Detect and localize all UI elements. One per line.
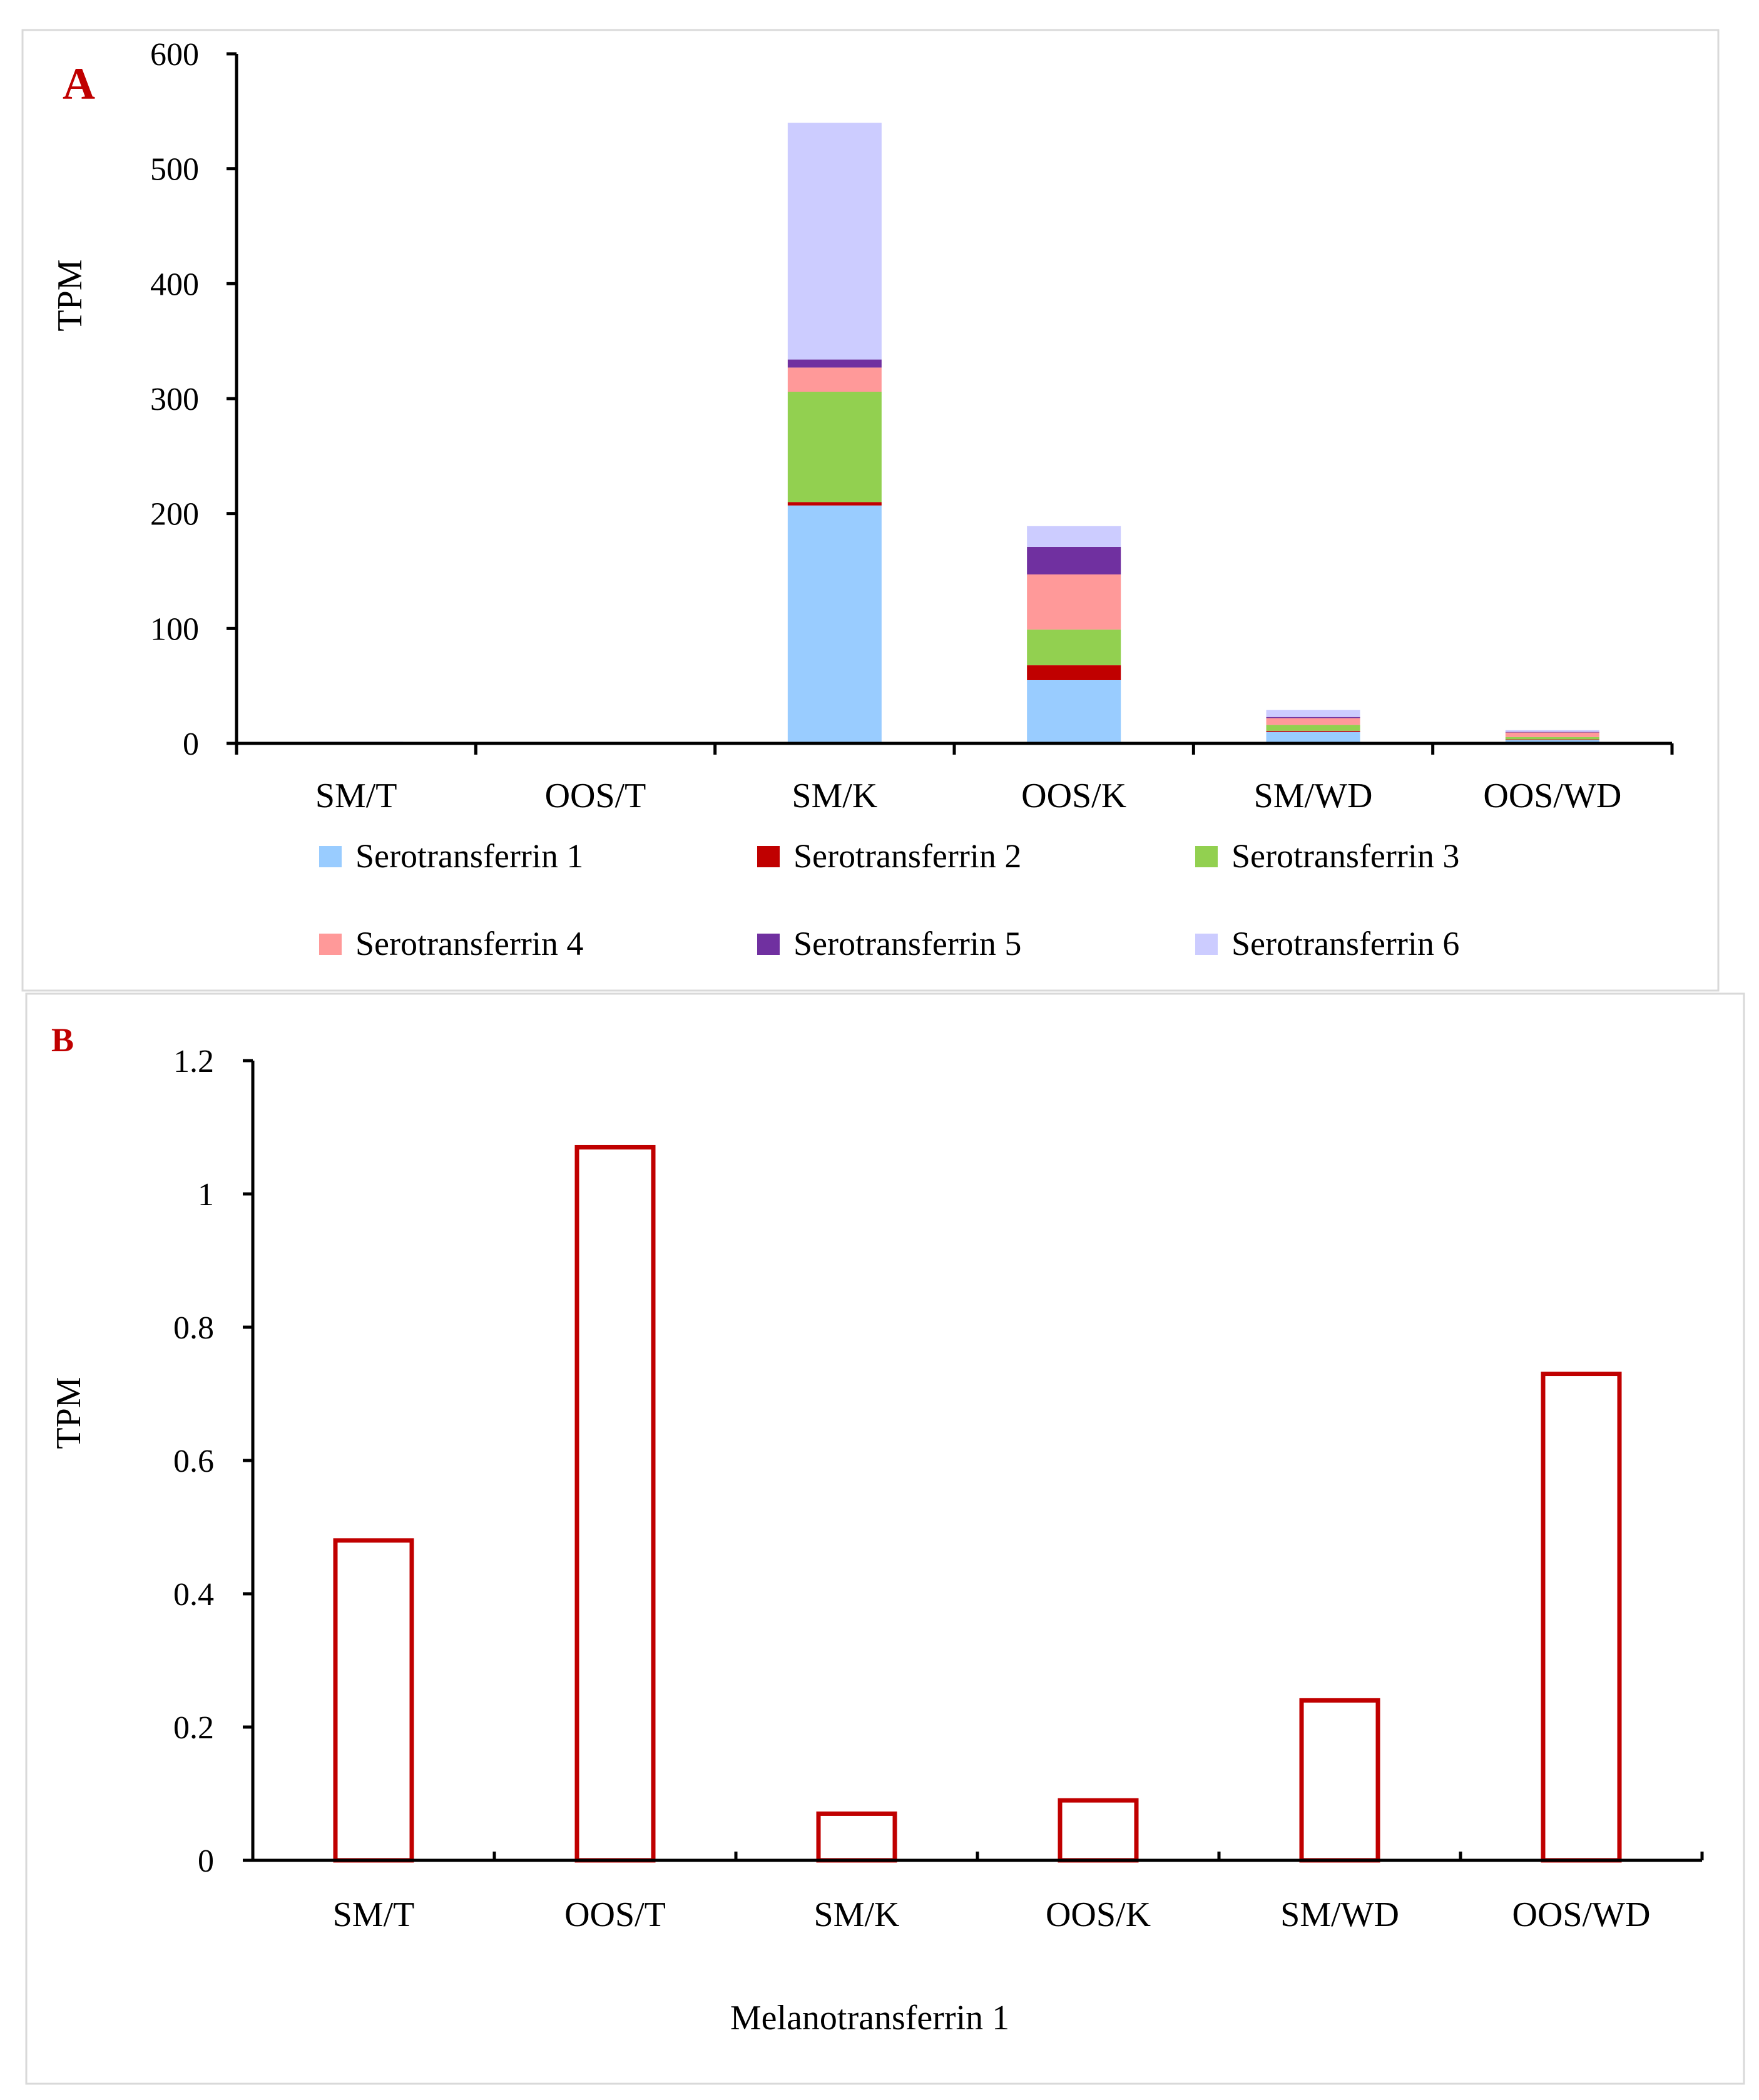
panel-a-y-tick-label: 200 [150,497,199,533]
panel-a-bar-segment [1266,731,1360,743]
panel-a-legend-label: Serotransferrin 4 [355,925,583,962]
panel-a-bar-segment [1505,732,1599,737]
panel-a-category-label: SM/T [315,777,397,815]
panel-b-category-label: SM/WD [1280,1895,1399,1934]
panel-a-legend-swatch [757,934,780,955]
panel-b-y-ticks: 0 0.2 0.4 0.6 0.8 1 1.2 [173,1044,253,1879]
panel-a-category-label: OOS/WD [1483,777,1621,815]
panel-a-legend-label: Serotransferrin 3 [1231,837,1459,875]
panel-a-y-tick-label: 0 [183,726,199,762]
panel-a-legend-label: Serotransferrin 6 [1231,925,1459,962]
panel-a-legend-label: Serotransferrin 1 [355,837,583,875]
panel-b-y-axis-title: TPM [49,1377,88,1449]
panel-b-y-tick-label: 0.4 [173,1577,214,1613]
panel-a-letter: A [63,59,95,109]
panel-a-y-tick-label: 500 [150,152,199,188]
panel-a-bars [309,123,1599,743]
panel-a-legend-label: Serotransferrin 5 [793,925,1021,962]
panel-b-bar [1058,1798,1139,1863]
panel-b-bar [816,1811,897,1863]
panel-a-bar-segment [1027,546,1121,575]
panel-a-bar-segment [1505,740,1599,743]
panel-b-y-tick-label: 0.8 [173,1310,214,1346]
panel-a-category-label: OOS/K [1021,777,1126,815]
panel-a-legend-swatch [1195,934,1218,955]
panel-a-bar-segment [1266,730,1360,732]
panel-a-legend: Serotransferrin 1 Serotransferrin 2 Serotr… [319,837,1459,962]
panel-a-y-tick-label: 600 [150,37,199,73]
panel-b-bar [574,1144,656,1863]
panel-b-category-labels: SM/T OOS/T SM/K OOS/K SM/WD OOS/WD [333,1895,1651,1934]
panel-a-legend-label: Serotransferrin 2 [793,837,1021,875]
panel-a-category-label: SM/K [792,777,877,815]
panel-a-legend-swatch [1195,846,1218,867]
panel-a-bar-segment [1027,680,1121,743]
panel-b-letter: B [51,1021,74,1059]
panel-b-category-label: SM/T [333,1895,415,1934]
panel-b-chart: B 00.20.40.60.811.2 SM/T OOS/T SM/K OOS/K SM… [25,992,1745,2085]
panel-a-category-label: SM/WD [1254,777,1373,815]
panel-a-bar-segment [787,367,882,392]
panel-a-bar-segment [1027,665,1121,680]
panel-a-bar-segment [1266,716,1360,718]
panel-b-y-tick-label: 1 [198,1177,214,1213]
panel-b-y-tick-label: 1.2 [173,1044,214,1079]
panel-a-axes [235,54,1674,755]
panel-a-border [21,29,1720,992]
panel-b-y-tick-label: 0 [198,1843,214,1879]
panel-a-bar-segment [1505,730,1599,732]
panel-a-bar-segment [1505,731,1599,733]
panel-a-category-labels: SM/T OOS/T SM/K OOS/K SM/WD OOS/WD [315,777,1621,815]
panel-a-y-tick-label: 400 [150,267,199,302]
panel-a-y-tick-label: 100 [150,611,199,647]
panel-a-bar-segment [787,505,882,743]
panel-b-category-label: OOS/T [564,1895,666,1934]
panel-b-axes [251,1061,1704,1862]
panel-b-category-label: OOS/K [1046,1895,1151,1934]
panel-a-y-ticks: 0 100 200 300 400 500 600 [150,37,237,762]
panel-a-bar-segment [787,502,882,506]
panel-a-bar-segment [1266,710,1360,717]
panel-b-bar [1541,1372,1622,1863]
panel-a-bar-segment [1266,725,1360,731]
panel-a-legend-swatch [319,934,342,955]
panel-b-border [25,992,1745,2085]
panel-b-y-tick-label: 0.2 [173,1710,214,1746]
panel-a-bar-segment [1027,526,1121,547]
panel-a-bar-segment [1266,718,1360,725]
panel-b-y-tick-label: 0.6 [173,1444,214,1479]
panel-b-bars [333,1144,1622,1863]
panel-a-legend-swatch [757,846,780,867]
panel-a-bar-segment [787,123,882,360]
panel-a-y-axis-title: TPM [51,259,89,331]
panel-a-bar-segment [787,359,882,368]
panel-a-y-tick-label: 300 [150,382,199,417]
panel-b-x-axis-title: Melanotransferrin 1 [730,1999,1009,2037]
panel-a-category-label: OOS/T [545,777,646,815]
panel-b-bar [1299,1698,1380,1863]
panel-a-bar-segment [1505,737,1599,740]
panel-b-bar [333,1538,414,1863]
panel-a-chart: A 0 100 200 300 400 500 600 SM/T OOS/T SM/K OOS/K… [21,29,1720,992]
panel-a-bar-segment [1027,574,1121,630]
panel-a-bar-segment [787,391,882,502]
panel-a-legend-swatch [319,846,342,867]
panel-b-category-label: SM/K [814,1895,900,1934]
panel-a-bar-segment [1027,629,1121,666]
panel-b-category-label: OOS/WD [1512,1895,1651,1934]
